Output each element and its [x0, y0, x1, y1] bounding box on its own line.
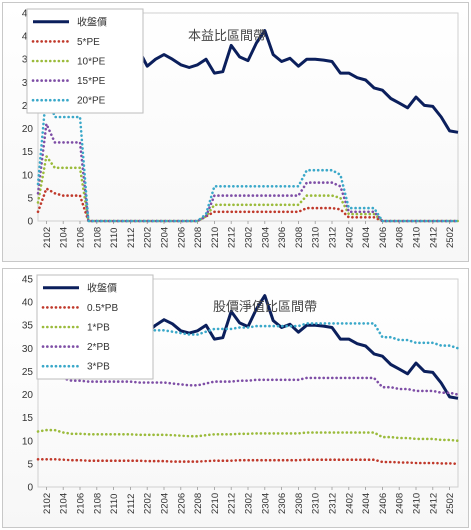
pe-x-tick-label: 2112	[126, 228, 137, 248]
pb-y-tick-label: 35	[22, 321, 34, 332]
pb-y-tick-label: 25	[22, 367, 34, 378]
pb-x-tick-label: 2408	[395, 493, 406, 514]
pb-x-tick-label: 2304	[260, 493, 271, 514]
pb-x-tick-label: 2410	[412, 493, 423, 514]
pb-x-tick-label: 2312	[328, 493, 339, 514]
pb-x-tick-label: 2302	[244, 493, 255, 514]
pe-x-tick-label: 2402	[344, 227, 355, 248]
pb-legend-label-4: 3*PB	[87, 362, 110, 373]
pb-x-tick-label: 2204	[160, 493, 171, 514]
pb-band-chart: 0 5 10 15 20 25 30 35 40 45 2102 2104 2106 2108 2110 21…	[22, 274, 460, 514]
pb-x-tick-label: 2206	[176, 493, 187, 514]
pb-y-tick-label: 30	[22, 344, 34, 355]
pe-x-tick-label: 2406	[378, 227, 389, 248]
pe-x-tick-label: 2302	[244, 227, 255, 248]
pe-x-tick-label: 2208	[193, 227, 204, 248]
pe-x-tick-label: 2110	[109, 228, 120, 248]
pb-x-tick-label: 2202	[143, 493, 154, 514]
pb-x-tick-label: 2106	[76, 493, 87, 514]
pe-legend-label-0: 收盤價	[77, 15, 107, 28]
pe-x-tick-label: 2310	[311, 227, 322, 248]
pe-x-tick-label: 2410	[412, 227, 423, 248]
pb-x-tick-label: 2110	[109, 494, 120, 514]
pb-series-line-1	[36, 458, 460, 466]
pb-x-tick-label: 2210	[210, 493, 221, 514]
pb-y-tick-label: 5	[27, 459, 33, 470]
pe-legend-label-1: 5*PE	[77, 37, 100, 48]
pe-x-tick-label: 2106	[76, 227, 87, 248]
pb-y-tick-label: 40	[22, 298, 34, 309]
pe-x-tick-label: 2206	[176, 227, 187, 248]
pb-chart-title: 股價淨值比區間帶	[213, 299, 317, 314]
pb-legend-label-3: 2*PB	[87, 342, 110, 353]
pb-x-tick-label: 2404	[361, 493, 372, 514]
pe-x-tick-label: 2408	[395, 227, 406, 248]
pe-y-tick-label: 10	[22, 170, 34, 181]
pe-x-tick-label: 2308	[294, 227, 305, 248]
pe-x-tick-label: 2202	[143, 227, 154, 248]
pb-y-tick-label: 45	[22, 275, 34, 286]
pb-x-tick-label: 2310	[311, 493, 322, 514]
pe-series-line-4	[36, 91, 460, 223]
pe-x-tick-label: 2312	[328, 227, 339, 248]
pe-x-tick-label: 2212	[227, 227, 238, 248]
pb-x-tick-label: 2104	[59, 493, 70, 514]
pb-x-tick-label: 2402	[344, 493, 355, 514]
pb-band-chart-panel: 0 5 10 15 20 25 30 35 40 45 2102 2104 2106 2108 2110 21…	[2, 268, 469, 528]
pb-x-tick-label: 2102	[42, 493, 53, 514]
pe-y-tick-label: 20	[22, 124, 34, 135]
pb-x-tick-label: 2208	[193, 493, 204, 514]
pb-x-tick-label: 2502	[445, 493, 456, 514]
pe-legend-label-4: 20*PE	[77, 96, 106, 107]
pe-legend-label-2: 10*PE	[77, 57, 106, 68]
pb-legend-label-2: 1*PB	[87, 323, 110, 334]
pb-y-tick-label: 15	[22, 413, 34, 424]
pe-x-tick-label: 2404	[361, 227, 372, 248]
pe-x-tick-label: 2108	[92, 227, 103, 248]
pe-x-tick-label: 2210	[210, 227, 221, 248]
pe-x-tick-label: 2304	[260, 227, 271, 248]
pe-x-tick-label: 2412	[428, 227, 439, 248]
pe-y-tick-label: 5	[27, 193, 33, 204]
pb-x-tick-label: 2306	[277, 493, 288, 514]
pb-x-tick-label: 2108	[92, 493, 103, 514]
pb-legend-label-1: 0.5*PB	[87, 303, 118, 314]
pb-legend-label-0: 收盤價	[87, 281, 117, 294]
pe-x-tick-label: 2104	[59, 227, 70, 248]
pb-series-line-0	[146, 294, 459, 400]
pb-y-tick-label: 20	[22, 390, 34, 401]
pe-chart-title: 本益比區間帶	[188, 28, 266, 43]
pb-x-tick-label: 2308	[294, 493, 305, 514]
pe-x-tick-label: 2204	[160, 227, 171, 248]
pb-x-tick-label: 2412	[428, 493, 439, 514]
pb-x-tick-label: 2406	[378, 493, 389, 514]
pe-band-chart-panel: 0510152025303540452102210421062108211021…	[2, 2, 469, 262]
pe-band-chart: 0510152025303540452102210421062108211021…	[22, 8, 460, 248]
pe-legend-label-3: 15*PE	[77, 76, 106, 87]
pe-x-tick-label: 2502	[445, 227, 456, 248]
pb-series-line-3	[36, 372, 460, 396]
pe-y-tick-label: 15	[22, 147, 34, 158]
pe-series-line-3	[36, 119, 460, 223]
pe-x-tick-label: 2306	[277, 227, 288, 248]
pb-x-tick-label: 2112	[126, 494, 137, 514]
pb-series-line-2	[36, 428, 460, 443]
pb-y-tick-label: 10	[22, 436, 34, 447]
pe-y-tick-label: 0	[27, 217, 33, 228]
pb-y-tick-label: 0	[27, 483, 33, 494]
pe-x-tick-label: 2102	[42, 227, 53, 248]
pe-series-line-0	[137, 29, 459, 134]
pb-x-tick-label: 2212	[227, 493, 238, 514]
pe-series-line-1	[36, 186, 460, 223]
